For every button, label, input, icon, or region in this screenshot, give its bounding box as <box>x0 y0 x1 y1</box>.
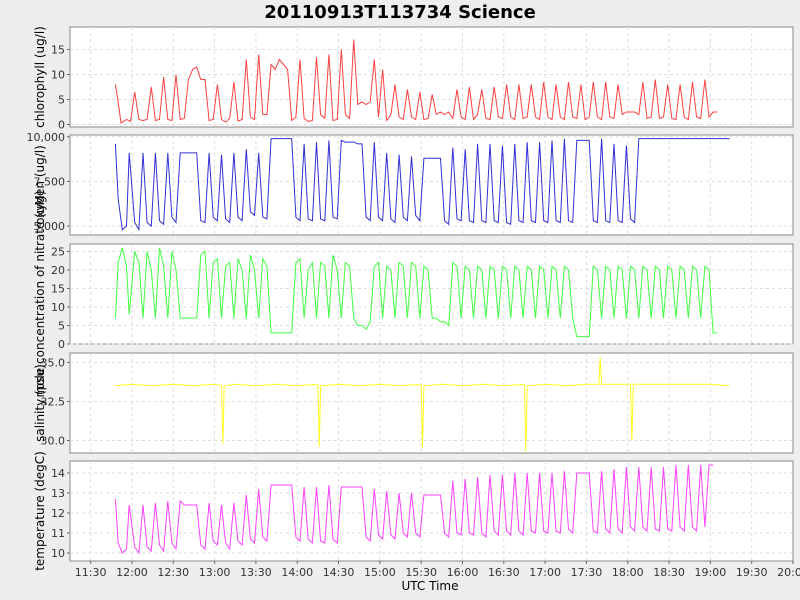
y-tick-label: 10 <box>51 301 65 314</box>
series-line <box>114 247 718 338</box>
plot-area <box>69 134 794 236</box>
x-axis-label: UTC Time <box>402 579 459 593</box>
x-tick-label: 20:00 <box>777 566 800 579</box>
x-tick-label: 18:00 <box>612 566 644 579</box>
y-axis-label: temperature (degC) <box>33 451 47 571</box>
x-tick-label: 12:30 <box>157 566 189 579</box>
y-tick-label: 0 <box>58 119 65 132</box>
y-tick-label: 12 <box>51 507 65 520</box>
plot-area <box>69 460 794 562</box>
chart-title: 20110913T113734 Science <box>264 2 536 23</box>
x-tick-label: 15:30 <box>405 566 437 579</box>
x-tick-label: 19:30 <box>736 566 768 579</box>
series-line <box>114 138 730 232</box>
series-line <box>115 357 730 452</box>
series-line <box>114 464 714 555</box>
x-tick-label: 17:00 <box>529 566 561 579</box>
x-tick-label: 13:00 <box>199 566 231 579</box>
panel-1: 0 5 10 15 chlorophyll (ug/l) <box>33 26 794 132</box>
y-axis-label: salinity (psu) <box>33 364 47 442</box>
x-tick-label: 16:30 <box>488 566 520 579</box>
y-tick-label: 5,000 <box>34 220 66 233</box>
y-tick-label: 5 <box>58 319 65 332</box>
plot-area <box>69 26 794 128</box>
x-tick-label: 13:30 <box>240 566 272 579</box>
panel-3: 0 5 10 15 20 25 mole concentration of nitrate … <box>33 190 794 398</box>
y-tick-label: 30.0 <box>41 435 66 448</box>
y-axis-label: oxygen (ug/l) <box>33 145 47 225</box>
x-tick-label: 14:30 <box>323 566 355 579</box>
y-tick-label: 10,000 <box>27 131 66 144</box>
x-tick-label: 18:30 <box>653 566 685 579</box>
y-tick-label: 10 <box>51 547 65 560</box>
y-tick-label: 11 <box>51 527 65 540</box>
y-tick-label: 14 <box>51 467 65 480</box>
panels-layer: 0 5 10 15 chlorophyll (ug/l) 5,000 7,500 10,000… <box>27 26 794 571</box>
y-axis-label: chlorophyll (ug/l) <box>33 26 47 128</box>
x-tick-label: 14:00 <box>281 566 313 579</box>
y-tick-label: 35.0 <box>41 356 66 369</box>
x-tick-label: 17:30 <box>571 566 603 579</box>
y-axis-label: mole concentration of nitrate (uM) <box>33 190 47 397</box>
x-tick-label: 15:00 <box>364 566 396 579</box>
y-tick-label: 32.5 <box>41 395 66 408</box>
y-tick-label: 10 <box>51 69 65 82</box>
y-tick-label: 20 <box>51 264 65 277</box>
x-tick-label: 12:00 <box>116 566 148 579</box>
y-tick-label: 5 <box>58 94 65 107</box>
y-tick-label: 7,500 <box>34 175 66 188</box>
plot-area <box>69 352 794 454</box>
x-tick-label: 11:30 <box>75 566 107 579</box>
x-tick-label: 19:00 <box>695 566 727 579</box>
y-tick-label: 13 <box>51 487 65 500</box>
panel-5: 10 11 12 13 14 temperature (degC) <box>33 451 794 571</box>
plot-area <box>69 243 794 345</box>
y-tick-label: 25 <box>51 245 65 258</box>
y-tick-label: 0 <box>58 338 65 351</box>
y-tick-label: 15 <box>51 44 65 57</box>
x-tick-label: 16:00 <box>447 566 479 579</box>
x-axis: 11:30 12:00 12:30 13:00 13:30 14:00 14:30 15:00… <box>75 561 800 579</box>
series-line <box>114 39 718 124</box>
y-tick-label: 15 <box>51 282 65 295</box>
